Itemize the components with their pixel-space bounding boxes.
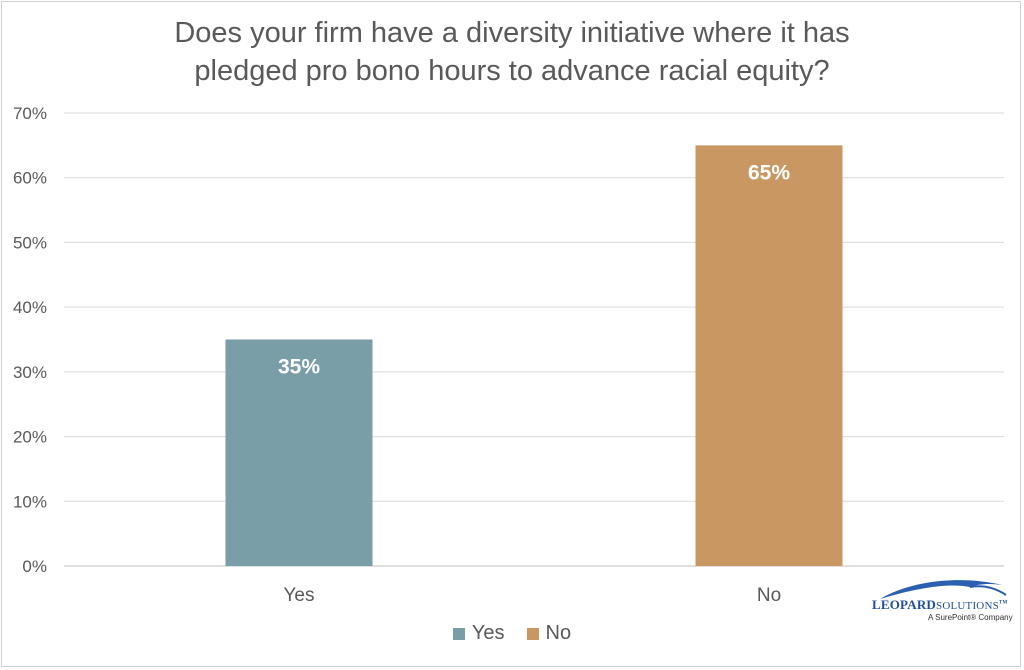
y-tick-label-10: 10% xyxy=(13,492,47,511)
legend-swatch-no xyxy=(526,627,539,640)
logo-word-light: SOLUTIONS xyxy=(936,600,999,612)
data-label-yes: 35% xyxy=(278,356,320,379)
legend-swatch-yes xyxy=(452,627,465,640)
leopard-swoosh-icon xyxy=(880,580,1007,599)
y-tick-label-30: 30% xyxy=(13,363,47,382)
y-tick-label-0: 0% xyxy=(22,557,47,576)
logo-wordmark: LEOPARDSOLUTIONSTM xyxy=(872,597,1007,613)
y-tick-label-60: 60% xyxy=(13,169,47,188)
y-tick-label-70: 70% xyxy=(13,104,47,123)
x-tick-label-no: No xyxy=(757,585,781,606)
legend-item-no: No xyxy=(526,622,572,645)
y-tick-label-40: 40% xyxy=(13,298,47,317)
chart-title-line-2: pledged pro bono hours to advance racial… xyxy=(194,55,830,87)
bar-yes xyxy=(225,339,373,566)
legend-label-no: No xyxy=(545,622,572,644)
logo-word-bold: LEOPARD xyxy=(872,597,936,612)
bar-no xyxy=(695,145,843,566)
legend-item-yes: Yes xyxy=(452,622,505,645)
x-tick-label-yes: Yes xyxy=(284,585,315,606)
y-tick-label-50: 50% xyxy=(13,233,47,252)
logo-tagline: A SurePoint® Company xyxy=(928,613,1013,622)
logo-tm: TM xyxy=(998,600,1008,606)
chart-title: Does your firm have a diversity initiati… xyxy=(0,14,1024,90)
leopard-solutions-logo: LEOPARDSOLUTIONSTM A SurePoint® Company xyxy=(870,575,1013,625)
chart-title-line-1: Does your firm have a diversity initiati… xyxy=(174,17,850,49)
data-label-no: 65% xyxy=(748,161,790,184)
legend-label-yes: Yes xyxy=(471,622,505,644)
y-tick-label-20: 20% xyxy=(13,428,47,447)
legend: Yes No xyxy=(0,622,1024,645)
